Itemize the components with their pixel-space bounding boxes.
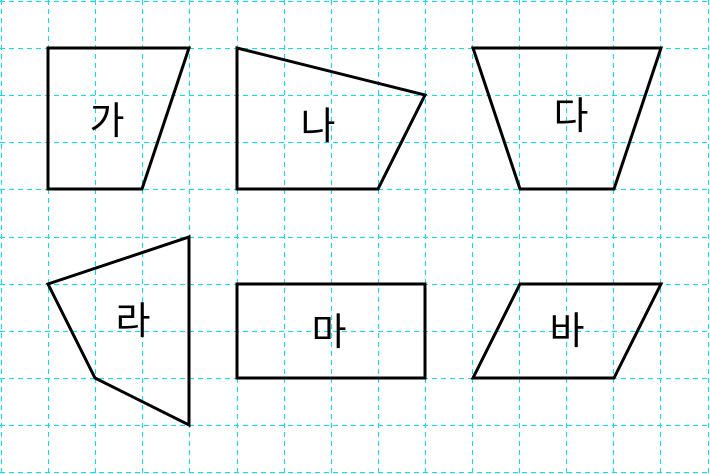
shape-ga: 가 bbox=[46, 46, 192, 191]
shape-ra: 라 bbox=[45, 234, 191, 428]
shape-da-outline bbox=[470, 46, 664, 191]
shape-na-label: 나 bbox=[301, 104, 336, 148]
shape-ma-label: 마 bbox=[312, 310, 347, 354]
shape-ba-outline bbox=[470, 282, 664, 380]
shape-ra-outline bbox=[45, 234, 191, 428]
shape-ba-label: 바 bbox=[550, 309, 585, 353]
shape-da-label: 다 bbox=[554, 94, 589, 138]
shape-ga-outline bbox=[46, 46, 192, 191]
shape-da: 다 bbox=[470, 46, 664, 191]
shape-ma-outline bbox=[235, 282, 427, 380]
shape-ra-label: 라 bbox=[116, 299, 151, 343]
shape-ba: 바 bbox=[470, 282, 664, 380]
shape-ma: 마 bbox=[235, 282, 427, 380]
shape-na-outline bbox=[235, 46, 428, 191]
shape-ga-label: 가 bbox=[90, 99, 125, 143]
shape-na: 나 bbox=[235, 46, 428, 191]
